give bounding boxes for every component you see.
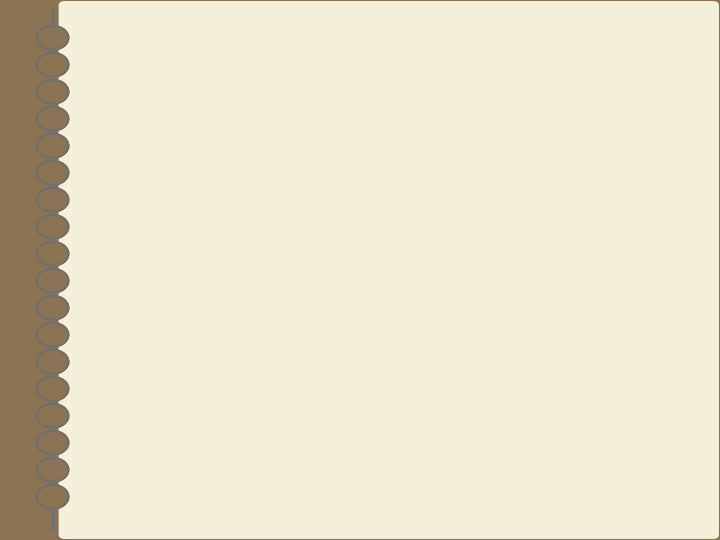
Text: 1: 1 [161, 373, 174, 392]
Text: 2: 2 [161, 443, 174, 462]
Text: (c): (c) [99, 313, 130, 336]
Text: Remount the casts on the articulator: Remount the casts on the articulator [148, 243, 589, 266]
Text: Deflask - recover casts with frameworks in
    place: Deflask - recover casts with frameworks … [148, 173, 662, 222]
Text: Ensure incisal pin contacts the incisal guide table: Ensure incisal pin contacts the incisal … [186, 373, 720, 392]
Text: Restore vertical dimension of occlusion: Restore vertical dimension of occlusion [148, 313, 621, 336]
Text: Be sure to maintain contacts in tight centric
      occlusion: Be sure to maintain contacts in tight ce… [186, 443, 662, 484]
Text: (b): (b) [99, 243, 132, 266]
Text: (3)  Finishing RPD Bases: (3) Finishing RPD Bases [99, 54, 660, 98]
Text: (a): (a) [99, 173, 131, 196]
